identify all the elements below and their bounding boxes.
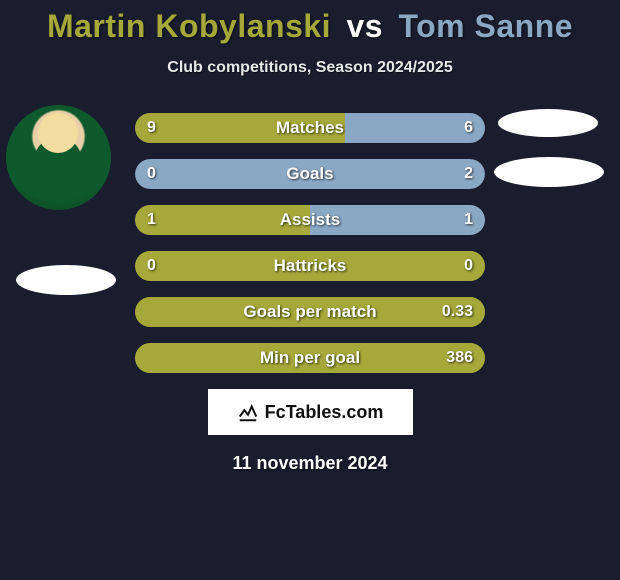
comparison-title: Martin Kobylanski vs Tom Sanne <box>0 0 620 45</box>
watermark: FcTables.com <box>208 389 413 435</box>
player2-badge-2 <box>494 157 604 187</box>
stat-row: 0 2Goals <box>135 159 485 189</box>
stat-value-right: 1 <box>464 205 473 235</box>
stat-value-left: 9 <box>147 113 156 143</box>
player2-badge-1 <box>498 109 598 137</box>
content-area: 96Matches02Goals11Assists00Hattricks0.33… <box>0 113 620 474</box>
chart-icon <box>237 401 259 423</box>
stat-value-left: 1 <box>147 205 156 235</box>
stat-row: 9 6Matches <box>135 113 485 143</box>
stat-row: 0.33Goals per match <box>135 297 485 327</box>
stat-row: 1 1Assists <box>135 205 485 235</box>
stat-value-right: 6 <box>464 113 473 143</box>
watermark-text: FcTables.com <box>265 402 384 423</box>
player1-name: Martin Kobylanski <box>47 8 331 44</box>
stat-value-right: 386 <box>446 343 473 373</box>
player1-avatar <box>6 105 111 210</box>
stat-label: Assists <box>135 205 485 235</box>
stat-value-left: 0 <box>147 159 156 189</box>
vs-text: vs <box>346 8 383 44</box>
stat-value-right: 2 <box>464 159 473 189</box>
stat-value-right: 0 <box>464 251 473 281</box>
stat-row: 0 0Hattricks <box>135 251 485 281</box>
subtitle: Club competitions, Season 2024/2025 <box>0 59 620 77</box>
player1-badge <box>16 265 116 295</box>
stat-bars: 96Matches02Goals11Assists00Hattricks0.33… <box>135 113 485 373</box>
stat-label: Min per goal <box>135 343 485 373</box>
stat-label: Goals <box>135 159 485 189</box>
stat-value-right: 0.33 <box>442 297 473 327</box>
date-text: 11 november 2024 <box>10 453 610 474</box>
stat-value-left: 0 <box>147 251 156 281</box>
stat-row: 386Min per goal <box>135 343 485 373</box>
player2-name: Tom Sanne <box>398 8 573 44</box>
stat-label: Hattricks <box>135 251 485 281</box>
stat-label: Matches <box>135 113 485 143</box>
stat-label: Goals per match <box>135 297 485 327</box>
